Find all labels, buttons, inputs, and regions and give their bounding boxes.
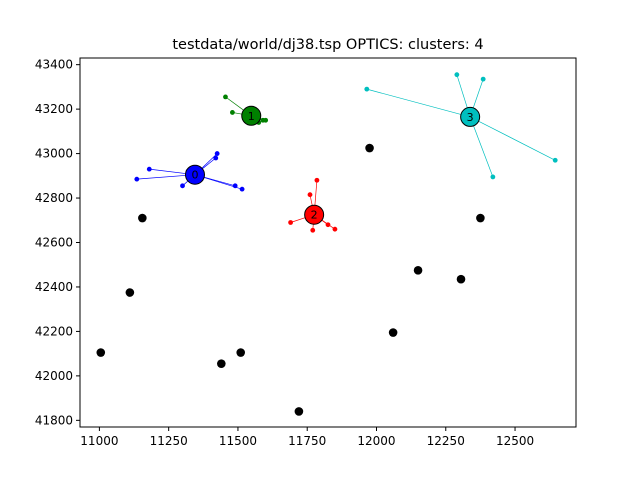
x-axis: 11000 11250 11500 11750 12000 12250 12500 — [80, 427, 534, 448]
cluster-3-link — [366, 88, 471, 118]
y-tick-label: 42200 — [35, 324, 73, 338]
y-tick-label: 42400 — [35, 280, 73, 294]
cluster-2-point — [310, 227, 316, 233]
chart-title: testdata/world/dj38.tsp OPTICS: clusters… — [172, 37, 483, 53]
cluster-2-point — [325, 222, 331, 228]
cluster-3-point — [490, 174, 496, 180]
y-tick-label: 42000 — [35, 369, 73, 383]
cluster-3-link — [469, 116, 556, 161]
noise-point — [413, 265, 423, 275]
noise-point — [365, 143, 374, 153]
cluster-0-point — [239, 186, 245, 192]
cluster-1-point — [223, 94, 228, 100]
x-tick-label: 11000 — [80, 434, 118, 448]
cluster-0-label: 0 — [191, 169, 198, 182]
cluster-2-label: 2 — [311, 209, 318, 222]
x-tick-label: 11750 — [288, 434, 326, 448]
cluster-3-point — [480, 76, 486, 82]
x-tick-label: 12500 — [496, 434, 534, 448]
cluster-2-point — [314, 177, 320, 183]
plot-content: 0 1 2 3 — [96, 72, 558, 416]
x-tick-label: 12000 — [357, 434, 395, 448]
cluster-2-point — [288, 220, 293, 225]
y-tick-label: 43000 — [35, 147, 73, 161]
x-tick-label: 12250 — [427, 434, 465, 448]
y-tick-label: 43400 — [35, 58, 73, 72]
cluster-2-point — [307, 192, 313, 198]
noise-point — [388, 328, 398, 337]
noise-point — [138, 213, 147, 223]
cluster-0-point — [134, 176, 140, 182]
cluster-3-label: 3 — [467, 111, 474, 124]
cluster-2-point — [332, 226, 338, 232]
cluster-3-point — [454, 72, 460, 78]
cluster-0-point — [232, 183, 238, 189]
noise-point — [96, 348, 106, 357]
y-axis: 41800 42000 42200 42400 42600 42800 43000 43200… — [35, 58, 80, 427]
y-tick-label: 42600 — [35, 236, 73, 250]
noise-point — [217, 359, 226, 368]
cluster-3-point — [552, 157, 558, 163]
y-tick-label: 41800 — [35, 413, 73, 427]
cluster-0-point — [180, 183, 185, 189]
cluster-0-point — [213, 155, 219, 161]
cluster-3-center — [460, 106, 481, 127]
cluster-3-link — [469, 116, 494, 178]
noise-point — [294, 407, 304, 416]
y-tick-label: 42800 — [35, 191, 73, 205]
x-tick-label: 11250 — [150, 434, 188, 448]
cluster-1-point — [230, 110, 235, 115]
cluster-1-point — [263, 117, 269, 123]
noise-point — [236, 348, 246, 357]
cluster-0-center — [184, 164, 205, 185]
noise-point — [476, 213, 485, 223]
y-tick-label: 43200 — [35, 102, 73, 116]
cluster-0-point — [146, 166, 152, 172]
noise-point — [125, 288, 135, 297]
cluster-3-point — [364, 86, 370, 92]
x-tick-label: 11500 — [219, 434, 257, 448]
noise-point — [456, 274, 466, 284]
cluster-2-center — [304, 204, 325, 225]
cluster-0-point — [214, 151, 220, 156]
cluster-1-label: 1 — [248, 110, 255, 123]
cluster-1-center — [241, 105, 262, 126]
